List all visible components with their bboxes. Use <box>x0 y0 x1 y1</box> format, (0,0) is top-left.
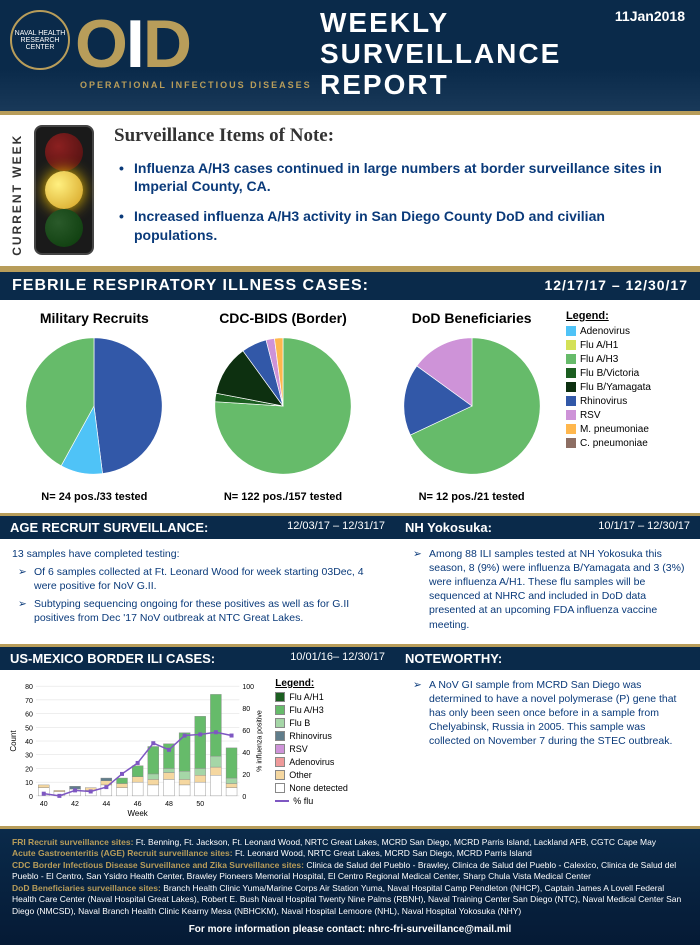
fri-header: FEBRILE RESPIRATORY ILLNESS CASES: 12/17… <box>0 269 700 300</box>
legend-item: Flu B/Yamagata <box>566 382 695 393</box>
svg-text:20: 20 <box>25 766 33 773</box>
pie-legend: Legend: Adenovirus Flu A/H1 Flu A/H3 Flu B/… <box>566 310 695 503</box>
pie-caption: N= 122 pos./157 tested <box>189 491 378 503</box>
svg-text:30: 30 <box>25 753 33 760</box>
border-ili-header: US-MEXICO BORDER ILI CASES: 10/01/16– 12… <box>0 644 395 670</box>
border-ili-title: US-MEXICO BORDER ILI CASES: <box>10 651 215 666</box>
svg-text:100: 100 <box>242 684 254 691</box>
footer-contact: For more information please contact: nhr… <box>12 923 688 937</box>
pie-charts-row: Military Recruits N= 24 pos./33 tested C… <box>0 300 700 513</box>
yokosuka-title: NH Yokosuka: <box>405 520 492 535</box>
svg-text:10: 10 <box>25 780 33 787</box>
pie-caption: N= 24 pos./33 tested <box>5 491 184 503</box>
traffic-light-icon <box>34 125 94 255</box>
svg-text:40: 40 <box>40 801 48 808</box>
svg-text:0: 0 <box>29 794 33 801</box>
svg-text:44: 44 <box>102 801 110 808</box>
svg-text:60: 60 <box>242 728 250 735</box>
gold-divider <box>0 111 700 115</box>
age-recruit-content: 13 samples have completed testing:Of 6 s… <box>0 539 395 638</box>
legend-item: C. pneumoniae <box>566 438 695 449</box>
report-date: 11Jan2018 <box>615 8 685 24</box>
surveillance-item: Increased influenza A/H3 activity in San… <box>114 207 690 243</box>
legend-item: M. pneumoniae <box>566 424 695 435</box>
legend-item: Flu B <box>275 718 387 728</box>
legend-item: Adenovirus <box>275 757 387 767</box>
legend-item: % flu <box>275 796 387 806</box>
noteworthy-title: NOTEWORTHY: <box>405 651 502 666</box>
report-header: NAVAL HEALTH RESEARCH CENTER OID OPERATI… <box>0 0 700 115</box>
yokosuka-content: Among 88 ILI samples tested at NH Yokosu… <box>395 539 700 644</box>
yellow-light-icon <box>45 171 83 209</box>
svg-text:% influenza positive: % influenza positive <box>256 710 263 772</box>
surveillance-items: Influenza A/H3 cases continued in large … <box>114 159 690 244</box>
svg-text:Week: Week <box>128 809 148 818</box>
svg-text:Count: Count <box>9 729 18 751</box>
legend-item: Flu B/Victoria <box>566 368 695 379</box>
svg-text:46: 46 <box>134 801 142 808</box>
legend-item: None detected <box>275 783 387 793</box>
legend-title: Legend: <box>566 310 695 322</box>
svg-text:70: 70 <box>25 698 33 705</box>
legend-item: Rhinovirus <box>275 731 387 741</box>
border-chart-area: 0 10 20 30 40 50 60 70 80 0 20 40 60 80 100 40 42 44 46 48 5… <box>0 670 395 826</box>
svg-text:50: 50 <box>196 801 204 808</box>
age-recruit-title: AGE RECRUIT SURVEILLANCE: <box>10 520 208 535</box>
pie-caption: N= 12 pos./21 tested <box>382 491 561 503</box>
svg-text:0: 0 <box>242 794 246 801</box>
age-recruit-header: AGE RECRUIT SURVEILLANCE: 12/03/17 – 12/… <box>0 513 395 539</box>
report-title: WEEKLYSURVEILLANCEREPORT <box>320 8 561 100</box>
pie-col: DoD Beneficiaries N= 12 pos./21 tested <box>382 310 561 503</box>
svg-text:80: 80 <box>25 684 33 691</box>
yokosuka-header: NH Yokosuka: 10/1/17 – 12/30/17 <box>395 513 700 539</box>
footer: FRI Recruit surveillance sites: Ft. Benn… <box>0 826 700 945</box>
yokosuka-dates: 10/1/17 – 12/30/17 <box>598 520 690 535</box>
age-recruit-dates: 12/03/17 – 12/31/17 <box>287 520 385 535</box>
legend-item: Flu A/H3 <box>275 705 387 715</box>
legend-item: Rhinovirus <box>566 396 695 407</box>
legend-item: Flu A/H3 <box>566 354 695 365</box>
pie-col: Military Recruits N= 24 pos./33 tested <box>5 310 184 503</box>
legend-item: Flu A/H1 <box>566 340 695 351</box>
legend-item: Other <box>275 770 387 780</box>
current-week-section: CURRENT WEEK Surveillance Items of Note:… <box>0 115 700 269</box>
current-week-label: CURRENT WEEK <box>10 125 24 256</box>
pie-title: Military Recruits <box>5 310 184 326</box>
border-bar-chart: 0 10 20 30 40 50 60 70 80 0 20 40 60 80 100 40 42 44 46 48 5… <box>8 678 267 818</box>
fri-title: FEBRILE RESPIRATORY ILLNESS CASES: <box>12 277 369 295</box>
fri-dates: 12/17/17 – 12/30/17 <box>544 277 688 295</box>
navy-seal-icon: NAVAL HEALTH RESEARCH CENTER <box>10 10 70 70</box>
legend-item: RSV <box>275 744 387 754</box>
svg-text:60: 60 <box>25 711 33 718</box>
red-light-icon <box>45 133 83 171</box>
svg-text:42: 42 <box>71 801 79 808</box>
svg-text:20: 20 <box>242 772 250 779</box>
legend-item: Flu A/H1 <box>275 692 387 702</box>
surveillance-heading: Surveillance Items of Note: <box>114 125 690 147</box>
svg-text:48: 48 <box>165 801 173 808</box>
legend-item: Adenovirus <box>566 326 695 337</box>
svg-text:40: 40 <box>25 739 33 746</box>
pie-title: CDC-BIDS (Border) <box>189 310 378 326</box>
noteworthy-header: NOTEWORTHY: <box>395 644 700 670</box>
border-chart-legend: Legend:Flu A/H1Flu A/H3Flu BRhinovirusRS… <box>267 678 387 818</box>
svg-text:80: 80 <box>242 706 250 713</box>
surveillance-item: Influenza A/H3 cases continued in large … <box>114 159 690 195</box>
logo-subtitle: OPERATIONAL INFECTIOUS DISEASES <box>80 80 312 90</box>
green-light-icon <box>45 209 83 247</box>
svg-text:50: 50 <box>25 725 33 732</box>
pie-title: DoD Beneficiaries <box>382 310 561 326</box>
pie-col: CDC-BIDS (Border) N= 122 pos./157 tested <box>189 310 378 503</box>
legend-item: RSV <box>566 410 695 421</box>
noteworthy-content: A NoV GI sample from MCRD San Diego was … <box>395 670 700 761</box>
border-ili-dates: 10/01/16– 12/30/17 <box>290 651 385 666</box>
oid-logo: OID <box>75 5 190 83</box>
svg-text:40: 40 <box>242 750 250 757</box>
